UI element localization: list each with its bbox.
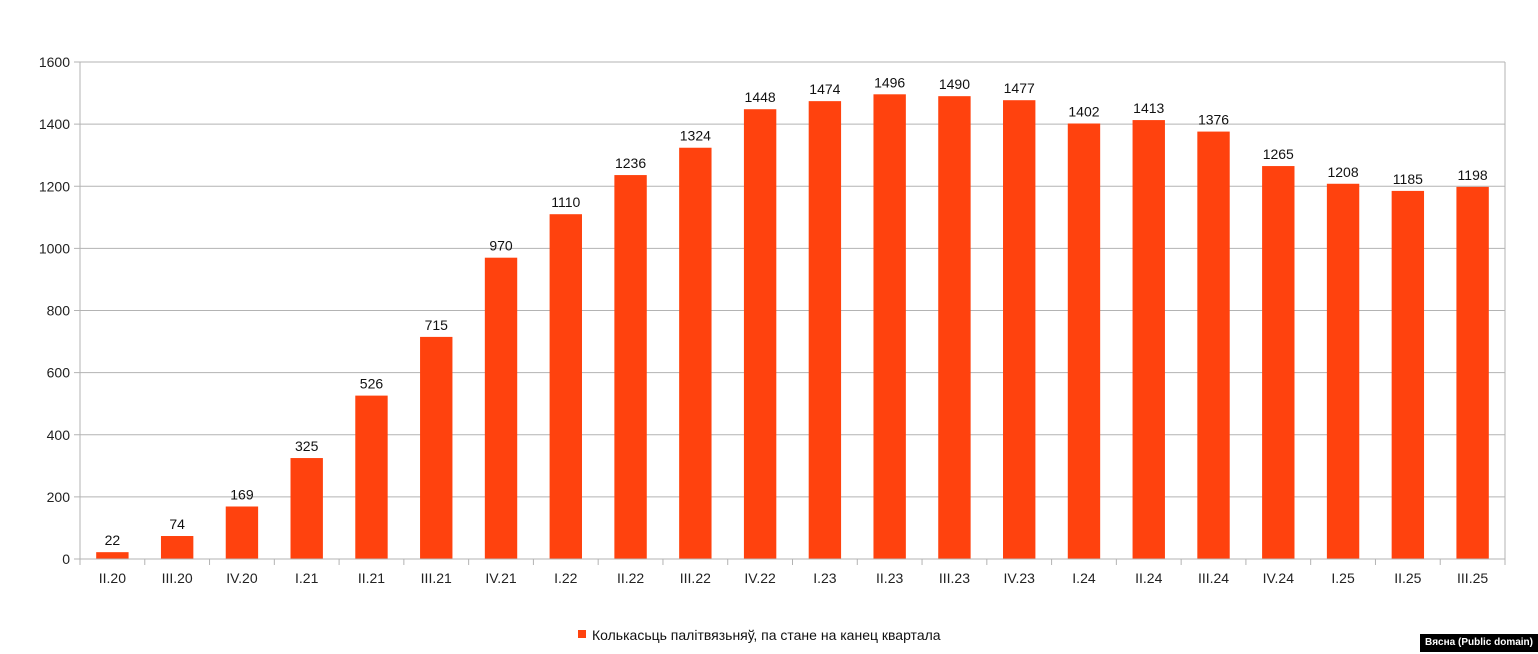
bar xyxy=(938,96,971,559)
bar xyxy=(1456,186,1489,559)
x-tick-label: II.22 xyxy=(617,570,644,586)
credit-badge: Вясна (Public domain) xyxy=(1420,634,1538,652)
data-label: 1490 xyxy=(939,76,970,92)
legend: Колькасьць палітвязьняў, па стане на кан… xyxy=(578,627,941,643)
legend-swatch xyxy=(578,630,586,638)
data-label: 715 xyxy=(425,317,449,333)
x-tick-label: I.21 xyxy=(295,570,319,586)
bar xyxy=(1326,183,1360,559)
data-labels: 22 74 169 325 526 715 970 1110 1236 1324 1448 1474 1… xyxy=(105,74,1488,548)
x-tick-label: I.22 xyxy=(554,570,578,586)
y-tick-label: 1200 xyxy=(39,178,70,194)
x-tick-label: IV.22 xyxy=(744,570,776,586)
x-tick-label: II.21 xyxy=(358,570,385,586)
x-tick-label: III.20 xyxy=(162,570,193,586)
data-label: 1376 xyxy=(1198,112,1229,128)
data-label: 169 xyxy=(230,487,254,503)
axes: 0 200 400 600 800 1000 1200 1400 1600 II.20 III.20… xyxy=(39,54,1506,586)
x-tick-label: III.24 xyxy=(1198,570,1229,586)
x-tick-label: III.25 xyxy=(1457,570,1488,586)
bar xyxy=(743,109,777,559)
x-tick-label: IV.24 xyxy=(1263,570,1295,586)
y-tick-label: 1400 xyxy=(39,116,70,132)
data-label: 1496 xyxy=(874,74,905,90)
legend-label: Колькасьць палітвязьняў, па стане на кан… xyxy=(592,627,941,643)
bar xyxy=(96,552,129,559)
x-tick-label: I.23 xyxy=(813,570,837,586)
bar xyxy=(679,147,712,560)
x-tick-label: III.21 xyxy=(421,570,452,586)
bar xyxy=(549,214,582,560)
y-tick-label: 1000 xyxy=(39,240,70,256)
bar xyxy=(614,175,647,559)
data-label: 1477 xyxy=(1004,80,1035,96)
data-label: 1402 xyxy=(1068,104,1099,120)
x-tick-label: II.23 xyxy=(876,570,903,586)
bar xyxy=(225,506,259,559)
data-label: 1474 xyxy=(809,81,840,97)
data-label: 74 xyxy=(169,516,185,532)
x-tick-label: II.25 xyxy=(1394,570,1421,586)
data-label: 1324 xyxy=(680,128,711,144)
x-tick-label: III.23 xyxy=(939,570,970,586)
x-tick-label: II.20 xyxy=(99,570,126,586)
data-label: 1413 xyxy=(1133,100,1164,116)
data-label: 1265 xyxy=(1263,146,1294,162)
x-tick-label: III.22 xyxy=(680,570,711,586)
bar xyxy=(420,336,453,559)
y-tick-label: 400 xyxy=(47,427,71,443)
bar xyxy=(873,94,906,560)
bars xyxy=(96,94,1489,560)
bar xyxy=(160,536,194,559)
bar xyxy=(1197,131,1230,559)
x-tick-label: I.24 xyxy=(1072,570,1096,586)
bar xyxy=(355,395,388,559)
bar xyxy=(808,101,842,560)
bar xyxy=(290,458,323,559)
x-tick-label: II.24 xyxy=(1135,570,1162,586)
data-label: 1208 xyxy=(1327,164,1358,180)
data-label: 1110 xyxy=(551,194,580,210)
bar xyxy=(1391,190,1425,560)
y-tick-label: 800 xyxy=(47,303,71,319)
data-label: 970 xyxy=(489,238,513,254)
y-tick-label: 600 xyxy=(47,365,71,381)
bar xyxy=(484,257,518,559)
data-label: 1236 xyxy=(615,155,646,171)
data-label: 1448 xyxy=(745,89,776,105)
y-tick-label: 0 xyxy=(62,551,70,567)
data-label: 325 xyxy=(295,438,319,454)
data-label: 22 xyxy=(105,532,121,548)
x-tick-label: IV.21 xyxy=(485,570,517,586)
data-label: 1198 xyxy=(1458,167,1488,183)
y-tick-label: 1600 xyxy=(39,54,70,70)
bar xyxy=(1132,120,1165,559)
y-tick-label: 200 xyxy=(47,489,71,505)
x-tick-label: IV.23 xyxy=(1004,570,1036,586)
bar xyxy=(1003,100,1036,559)
bar xyxy=(1262,166,1295,559)
data-label: 526 xyxy=(360,376,384,392)
data-label: 1185 xyxy=(1393,171,1423,187)
bar xyxy=(1067,123,1101,559)
x-tick-label: I.25 xyxy=(1331,570,1355,586)
x-tick-label: IV.20 xyxy=(226,570,258,586)
